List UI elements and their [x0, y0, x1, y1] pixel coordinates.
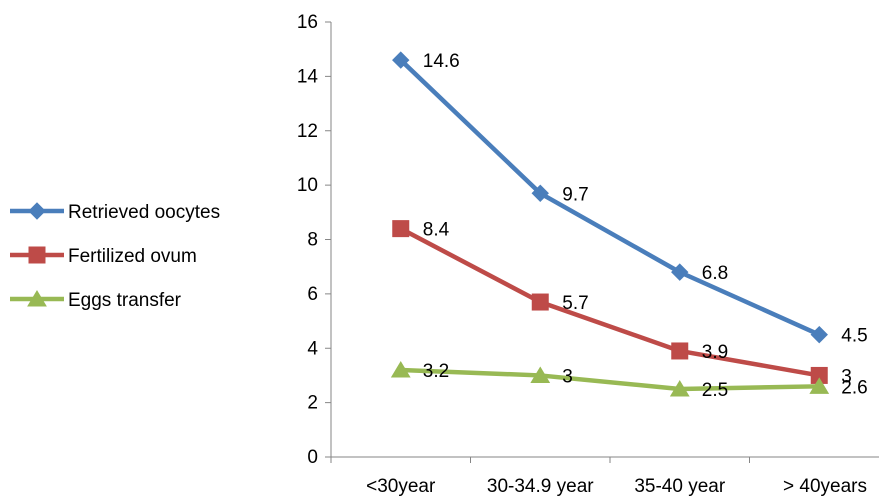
- legend: Retrieved oocytes Fertilized ovum Eggs tra…: [10, 202, 220, 311]
- legend-marker: [27, 290, 47, 307]
- series-eggs-transfer: [390, 361, 830, 397]
- x-tick-label: <30year: [366, 476, 436, 497]
- legend-item: Fertilized ovum: [10, 246, 197, 267]
- legend-label: Eggs transfer: [68, 290, 182, 311]
- data-point: [669, 380, 690, 397]
- series-line: [399, 226, 820, 378]
- data-point: [392, 220, 410, 238]
- data-label: 6.8: [702, 263, 728, 284]
- data-label: 9.7: [562, 184, 588, 205]
- data-point: [671, 263, 689, 281]
- legend-item: Eggs transfer: [10, 290, 182, 311]
- legend-marker: [28, 202, 46, 220]
- series-line: [400, 367, 820, 392]
- series-fertilized-ovum: [392, 220, 828, 384]
- series-layer: [390, 51, 830, 397]
- data-label: 3.9: [702, 342, 728, 363]
- legend-label: Retrieved oocytes: [68, 202, 220, 223]
- data-point: [392, 51, 410, 69]
- y-tick-label: 14: [297, 66, 319, 87]
- y-tick-label: 8: [307, 230, 318, 251]
- data-label: 14.6: [423, 51, 460, 72]
- axes: 0 2 4 6 8 10 12 14 16 <30year 30-34.9 year 35-40 ye…: [297, 12, 879, 497]
- legend-marker: [28, 246, 46, 264]
- data-label: 2.6: [841, 377, 867, 398]
- data-label: 5.7: [562, 293, 588, 314]
- data-point: [810, 325, 828, 344]
- series-retrieved-oocytes: [392, 51, 828, 344]
- y-tick-label: 4: [307, 338, 318, 359]
- data-labels: 14.6 9.7 6.8 4.5 8.4 5.7 3.9 3 3.2 3 2.5 2.6: [423, 51, 868, 401]
- series-line: [399, 58, 821, 337]
- legend-item: Retrieved oocytes: [10, 202, 220, 223]
- data-point: [531, 293, 549, 311]
- data-label: 8.4: [423, 220, 450, 241]
- x-tick-label: 30-34.9 year: [487, 476, 594, 497]
- y-tick-label: 6: [307, 284, 318, 305]
- data-label: 3: [841, 366, 852, 387]
- data-label: 2.5: [702, 380, 728, 401]
- data-label: 4.5: [841, 326, 867, 347]
- y-tick-label: 2: [307, 393, 318, 414]
- data-point: [671, 342, 689, 360]
- data-point: [531, 184, 549, 202]
- x-tick-label: 35-40 year: [634, 476, 726, 497]
- y-tick-label: 10: [297, 175, 318, 196]
- data-label: 3: [562, 366, 573, 387]
- legend-label: Fertilized ovum: [68, 246, 197, 267]
- x-tick-label: > 40years: [783, 476, 867, 497]
- y-tick-label: 16: [297, 12, 318, 33]
- data-point: [809, 377, 830, 394]
- data-point: [390, 361, 411, 378]
- y-tick-label: 12: [297, 121, 318, 142]
- data-point: [530, 366, 551, 383]
- y-tick-label: 0: [307, 447, 318, 468]
- data-label: 3.2: [423, 361, 449, 382]
